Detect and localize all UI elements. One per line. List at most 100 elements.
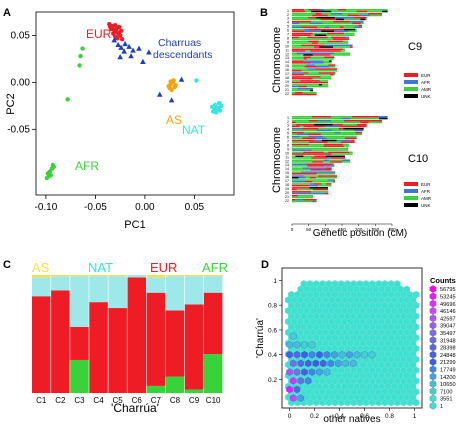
chromosome-segment [308, 41, 319, 43]
pca-label-charruas-line2: descendants [153, 49, 213, 61]
chromosome-segment [317, 27, 325, 29]
chromosome-segment [382, 11, 387, 13]
hexbin-legend-swatch [430, 285, 436, 292]
pca-label-nat: NAT [182, 123, 206, 137]
admixture-category-label: C2 [55, 396, 66, 405]
chromosome-segment [312, 161, 323, 163]
pca-point-as [173, 83, 177, 87]
admixture-segment-eur [89, 302, 108, 393]
chromosome-segment [297, 84, 307, 86]
chromosome-segment [292, 88, 298, 90]
chromosome-segment [292, 120, 309, 122]
chromosome-segment [360, 23, 363, 25]
admixture-segment-as [51, 275, 70, 276]
chromosome-segment [343, 49, 345, 51]
chromosome-segment [321, 175, 337, 177]
chromosome-segment [314, 46, 320, 48]
chromosome-ylabel-c9: Chromosome [271, 27, 283, 93]
chromosome-segment [299, 136, 309, 138]
chromosome-segment [339, 145, 344, 147]
chromosome-segment [302, 92, 316, 94]
hexbin-legend-swatch [430, 373, 436, 380]
chromosome-segment [292, 45, 302, 47]
admixture-category-label: C9 [189, 396, 200, 405]
chromosome-segment [346, 9, 361, 11]
chromosome-legend-swatch [404, 196, 418, 200]
hexbin-legend-swatch [430, 307, 436, 314]
chromosome-segment [292, 187, 310, 189]
chromosome-segment [292, 13, 303, 15]
chromosome-segment [292, 92, 296, 94]
chromosome-segment [333, 74, 335, 76]
chromosome-segment [309, 185, 319, 187]
chromosome-segment [379, 118, 388, 120]
chromosome-segment [292, 42, 303, 44]
chromosome-segment [325, 27, 330, 29]
chromosome-segment [303, 167, 308, 169]
chromosome-segment [318, 58, 332, 60]
chromosome-segment [355, 29, 356, 31]
chromosome-segment [292, 50, 305, 52]
pca-point-charruas [179, 77, 185, 82]
chromosome-segment [302, 42, 312, 44]
chromosome-segment [334, 156, 345, 158]
chromosome-segment [292, 137, 303, 139]
chromosome-segment [326, 34, 341, 36]
chromosome-segment [318, 175, 321, 177]
chromosome-segment [352, 116, 364, 118]
admixture-segment-eur [147, 293, 166, 386]
chromosome-segment [307, 37, 328, 39]
admixture-segment-as [108, 275, 127, 276]
chromosome-segment [303, 175, 318, 177]
hexbin-legend-count: 42597 [440, 316, 456, 322]
chromosome-segment [298, 195, 303, 197]
chromosome-segment [342, 161, 350, 163]
chromosome-segment [310, 173, 317, 175]
chromosome-segment [322, 140, 337, 142]
hexbin-legend-count: 46146 [440, 309, 456, 315]
admixture-category-label: C8 [170, 396, 181, 405]
chromosome-segment [360, 122, 368, 124]
chromosome-segment [305, 181, 313, 183]
chromosome-segment [325, 45, 344, 47]
pca-xlabel: PC1 [124, 219, 145, 231]
chromosome-segment [310, 23, 323, 25]
chromosome-segment [333, 38, 349, 40]
chromosome-segment [298, 177, 306, 179]
chromosome-segment [334, 52, 345, 54]
chromosome-segment [312, 197, 313, 199]
hexbin-legend-count: 3551 [440, 397, 452, 403]
chromosome-segment [292, 183, 311, 185]
chromosome-segment [292, 171, 302, 173]
chromosome-segment [311, 11, 331, 13]
chromosome-segment [292, 72, 304, 74]
chromosome-segment [297, 41, 309, 43]
admixture-xlabel: 'Charrúa' [111, 401, 159, 415]
chromosome-segment [323, 161, 331, 163]
chromosome-segment [308, 17, 316, 19]
chromosome-segment [321, 171, 335, 173]
chromosome-segment [292, 149, 309, 151]
hexbin-xtick-label: 0.8 [385, 413, 394, 420]
chromosome-segment [338, 122, 348, 124]
chromosome-segment [292, 145, 305, 147]
pca-xtick-label: -0.10 [35, 202, 58, 213]
chromosome-segment [324, 38, 333, 40]
pca-point-as [167, 86, 171, 90]
chromosome-segment [320, 74, 330, 76]
chromosome-segment [370, 15, 381, 17]
chromosome-segment [312, 116, 331, 118]
chromosome-segment [318, 42, 337, 44]
admixture-segment-afr [70, 360, 89, 393]
hexbin-legend-swatch [430, 380, 436, 387]
admixture-segment-nat [32, 277, 51, 296]
admixture-segment-eur [108, 308, 127, 393]
chromosome-segment [327, 33, 344, 35]
pca-ylabel: PC2 [5, 93, 17, 114]
chromosome-legend-label: UNK [421, 94, 431, 99]
chromosome-segment [310, 29, 325, 31]
chromosome-segment [299, 54, 303, 56]
chromosome-segment [292, 30, 304, 32]
